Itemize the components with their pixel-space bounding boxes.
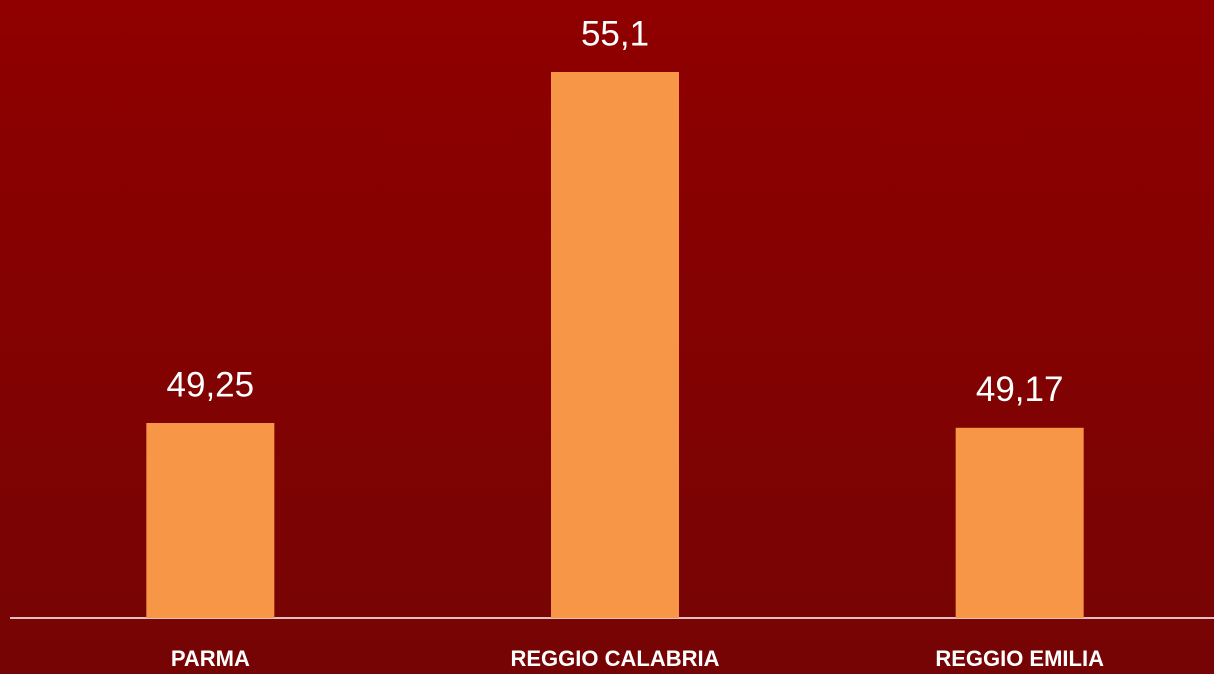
x-tick-label: PARMA (171, 646, 250, 671)
bar (551, 72, 679, 618)
x-tick-label: REGGIO EMILIA (935, 646, 1104, 671)
bar (146, 423, 275, 618)
data-label: 49,17 (976, 370, 1064, 409)
data-label: 55,1 (581, 14, 649, 53)
data-label: 49,25 (167, 365, 255, 404)
bar (955, 427, 1084, 618)
x-tick-label: REGGIO CALABRIA (511, 646, 720, 671)
